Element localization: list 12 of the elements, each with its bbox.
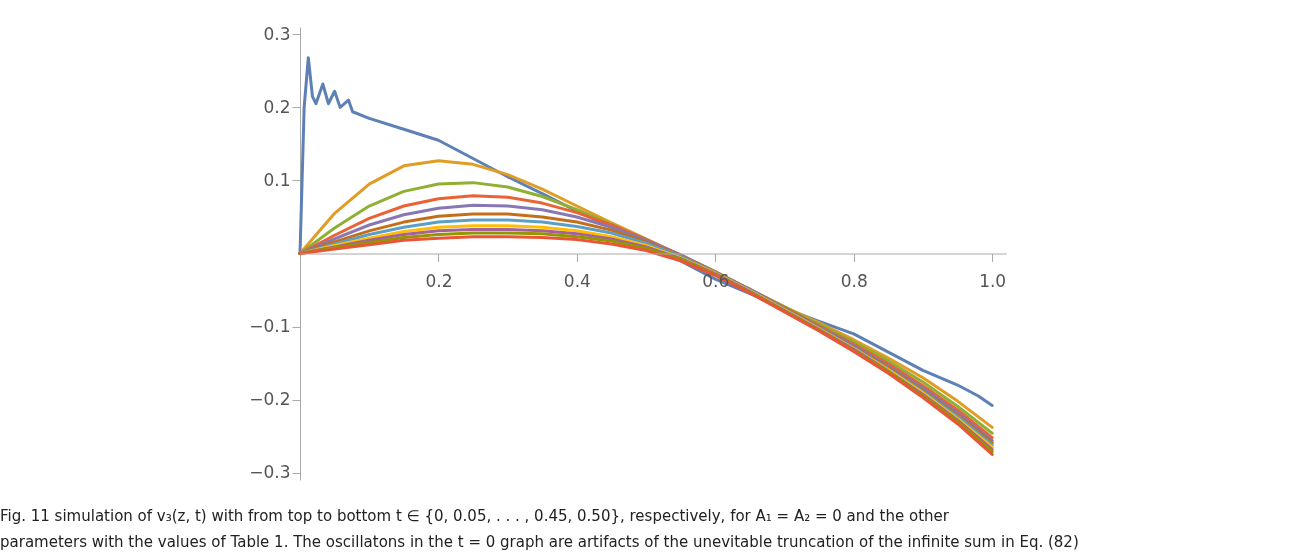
y-tick-label: 0.1 bbox=[263, 169, 291, 190]
y-tick-label: −0.2 bbox=[249, 389, 291, 410]
y-tick-label: 0.3 bbox=[263, 23, 291, 44]
y-tick-label: −0.3 bbox=[249, 462, 291, 483]
x-tick-label: 0.2 bbox=[425, 271, 453, 291]
text: parameters with the values of Table 1. The oscillatons in the t = 0 graph are artifacts of the unevitable truncation of the infinite sum in Eq. (82) bbox=[0, 533, 1079, 551]
y-tick-label: 0.2 bbox=[263, 96, 291, 117]
x-tick-label: 0.8 bbox=[840, 271, 868, 291]
x-tick-label: 0.4 bbox=[563, 271, 591, 291]
caption: Fig. 11 simulation of v₃(z, t) with from top to bottom t ∈ {0, 0.05, . . . , 0.45, 0.50}, respectively, for A₁ = A₂ = 0 and the other bbox=[0, 507, 950, 525]
x-tick-label: 1.0 bbox=[979, 271, 1007, 291]
y-tick-label: −0.1 bbox=[249, 316, 291, 337]
